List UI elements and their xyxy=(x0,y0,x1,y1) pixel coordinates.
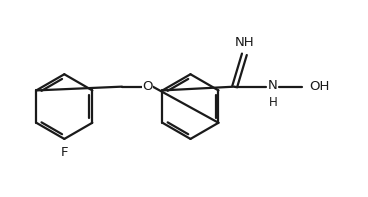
Text: OH: OH xyxy=(309,80,329,93)
Text: H: H xyxy=(269,96,278,109)
Text: NH: NH xyxy=(234,36,254,49)
Text: O: O xyxy=(142,80,153,93)
Text: F: F xyxy=(61,146,68,159)
Text: N: N xyxy=(268,79,278,92)
